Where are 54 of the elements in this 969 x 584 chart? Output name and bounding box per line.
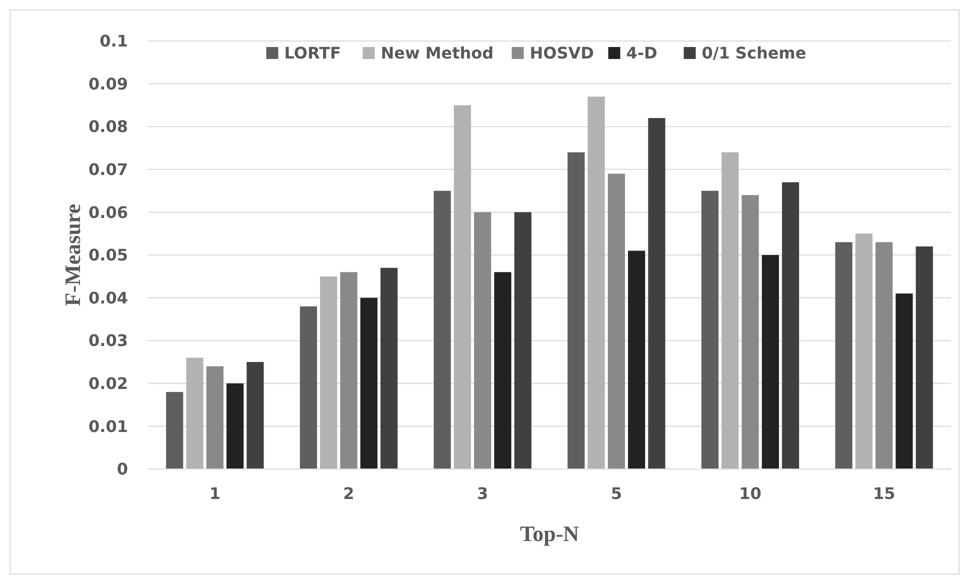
x-tick-label: 15 [872,484,896,503]
bar [916,246,933,469]
bar [246,362,264,469]
bar [454,105,471,469]
y-tick-label: 0.05 [88,246,128,265]
bar [474,212,492,469]
x-axis-title: Top-N [520,521,580,546]
legend-label: 0/1 Scheme [702,44,806,63]
bar [742,195,759,469]
bar [494,272,512,469]
bar [226,383,244,469]
y-tick-label: 0.02 [88,374,128,393]
y-tick-label: 0.04 [88,288,128,308]
bar [320,276,338,469]
bar [568,152,585,469]
legend-label: LORTF [284,44,341,63]
bar [166,392,184,469]
x-tick-label: 5 [610,484,622,503]
bar [628,250,646,469]
bar [876,242,893,469]
y-axis-title: F-Measure [60,204,85,306]
y-tick-label: 0.03 [88,331,128,350]
bar [762,255,779,469]
legend-label: 4-D [626,44,658,63]
bar [380,268,398,469]
y-tick-label: 0 [116,460,128,479]
bar [300,306,318,469]
bar [608,174,625,469]
bar [186,358,204,469]
x-tick-label: 1 [209,484,220,503]
y-tick-label: 0.08 [88,117,128,136]
bar [855,234,872,469]
bar [206,366,224,469]
x-tick-label: 2 [343,484,354,503]
bar [896,294,913,469]
bar [434,190,451,469]
y-tick-label: 0.09 [88,74,128,94]
legend-label: HOSVD [530,44,594,63]
bar [588,96,605,469]
bar [360,298,378,469]
bar [701,190,719,469]
x-tick-label: 3 [477,484,488,503]
bar [722,152,739,469]
bar [648,118,666,469]
y-tick-label: 0.07 [88,160,128,179]
bar [835,242,852,469]
bar [340,272,358,469]
y-tick-label: 0.01 [88,416,128,436]
y-tick-label: 0.1 [100,32,128,51]
bar [782,182,800,469]
y-tick-label: 0.06 [88,202,128,222]
legend-label: New Method [380,44,494,63]
bar [514,212,532,469]
x-tick-label: 10 [739,484,762,503]
